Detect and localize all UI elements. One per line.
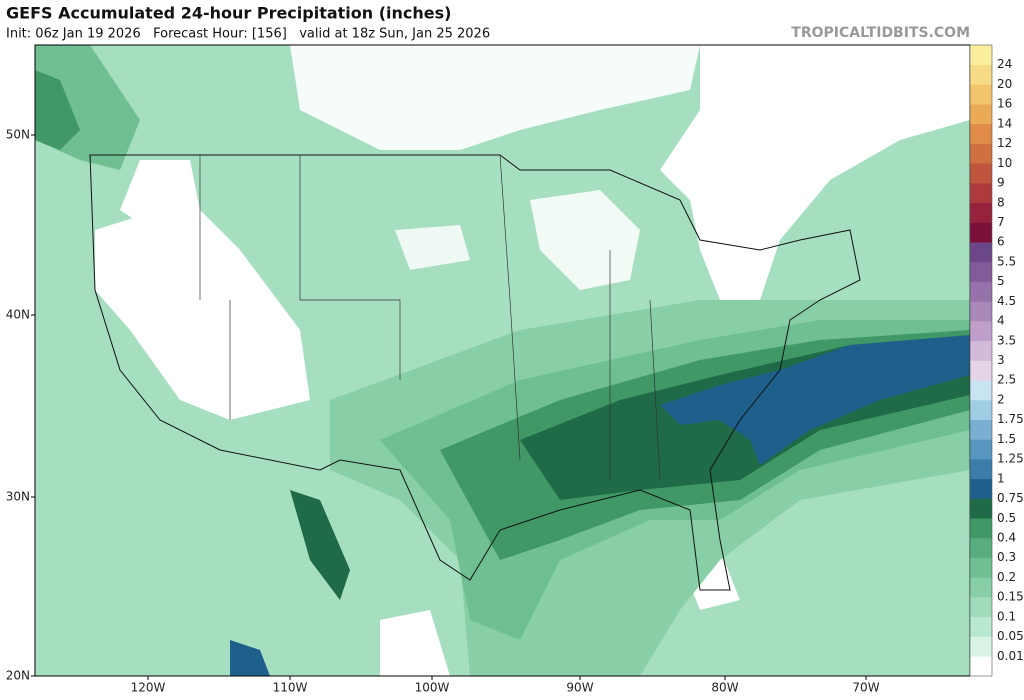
colorbar-label: 1.5 <box>997 432 1016 446</box>
colorbar-label: 16 <box>997 97 1012 111</box>
colorbar-swatch <box>970 360 992 381</box>
colorbar-swatch <box>970 242 992 263</box>
colorbar-label: 1 <box>997 471 1005 485</box>
watermark: TROPICALTIDBITS.COM <box>791 25 970 41</box>
colorbar-label: 5 <box>997 274 1005 288</box>
colorbar-label: 0.75 <box>997 491 1024 505</box>
colorbar-label: 0.5 <box>997 511 1016 525</box>
geo-labels: 50N 40N 30N 20N 120W 110W 100W 90W 80W 70W <box>6 128 880 695</box>
colorbar-label: 2 <box>997 392 1005 406</box>
colorbar-swatch <box>970 577 992 598</box>
colorbar-label: 3 <box>997 353 1005 367</box>
colorbar-swatch <box>970 143 992 164</box>
precip-map <box>35 45 970 676</box>
colorbar-label: 9 <box>997 176 1005 190</box>
colorbar-label: 24 <box>997 57 1012 71</box>
colorbar-swatch <box>970 636 992 657</box>
colorbar: 0.01 0.05 0.1 0.15 0.2 0.3 0.4 0.5 0.75 1 1.25 1.5 1… <box>969 44 1024 677</box>
colorbar-swatch <box>970 419 992 440</box>
lon-label: 90W <box>566 681 593 695</box>
colorbar-label: 14 <box>997 116 1012 130</box>
colorbar-swatch <box>970 301 992 322</box>
colorbar-swatch <box>970 340 992 361</box>
colorbar-swatch <box>970 163 992 184</box>
colorbar-swatch <box>970 321 992 342</box>
colorbar-swatch <box>970 123 992 144</box>
lon-label: 80W <box>711 681 738 695</box>
lon-label: 100W <box>415 681 450 695</box>
colorbar-swatch <box>970 498 992 519</box>
colorbar-swatch <box>970 478 992 499</box>
colorbar-label: 4 <box>997 314 1005 328</box>
colorbar-swatch <box>970 261 992 282</box>
colorbar-swatch <box>970 537 992 558</box>
colorbar-swatch <box>970 656 992 677</box>
colorbar-label: 0.05 <box>997 629 1024 643</box>
lon-label: 120W <box>131 681 166 695</box>
colorbar-swatch <box>970 222 992 243</box>
colorbar-frame <box>969 44 993 677</box>
colorbar-label: 10 <box>997 156 1012 170</box>
colorbar-label: 6 <box>997 235 1005 249</box>
colorbar-swatch <box>970 380 992 401</box>
colorbar-label: 0.01 <box>997 649 1024 663</box>
colorbar-swatch <box>970 202 992 223</box>
colorbar-label: 20 <box>997 77 1012 91</box>
colorbar-label: 2.5 <box>997 373 1016 387</box>
colorbar-swatch <box>970 281 992 302</box>
colorbar-swatch <box>970 399 992 420</box>
colorbar-swatch <box>970 84 992 105</box>
colorbar-swatch <box>970 104 992 125</box>
lon-label: 70W <box>852 681 879 695</box>
colorbar-swatch <box>970 557 992 578</box>
colorbar-swatch <box>970 64 992 85</box>
colorbar-label: 0.4 <box>997 530 1016 544</box>
colorbar-swatch <box>970 597 992 618</box>
lat-label: 20N <box>6 669 30 683</box>
colorbar-label: 7 <box>997 215 1005 229</box>
lon-label: 110W <box>273 681 308 695</box>
colorbar-label: 4.5 <box>997 294 1016 308</box>
colorbar-label: 0.1 <box>997 609 1016 623</box>
colorbar-label: 0.3 <box>997 550 1016 564</box>
colorbar-label: 0.15 <box>997 590 1024 604</box>
lat-label: 40N <box>6 308 30 322</box>
colorbar-label: 8 <box>997 195 1005 209</box>
colorbar-label: 5.5 <box>997 254 1016 268</box>
colorbar-swatch <box>970 518 992 539</box>
colorbar-label: 1.25 <box>997 452 1024 466</box>
colorbar-swatch <box>970 183 992 204</box>
lat-label: 30N <box>6 490 30 504</box>
colorbar-label: 1.75 <box>997 412 1024 426</box>
colorbar-label: 0.2 <box>997 570 1016 584</box>
subtitle: Init: 06z Jan 19 2026 Forecast Hour: [15… <box>6 27 490 42</box>
title: GEFS Accumulated 24-hour Precipitation (… <box>6 4 452 23</box>
colorbar-swatch <box>970 45 992 66</box>
colorbar-swatch <box>970 439 992 460</box>
colorbar-label: 12 <box>997 136 1012 150</box>
colorbar-label: 3.5 <box>997 333 1016 347</box>
lat-label: 50N <box>6 128 30 142</box>
colorbar-swatch <box>970 616 992 637</box>
colorbar-swatch <box>970 459 992 480</box>
